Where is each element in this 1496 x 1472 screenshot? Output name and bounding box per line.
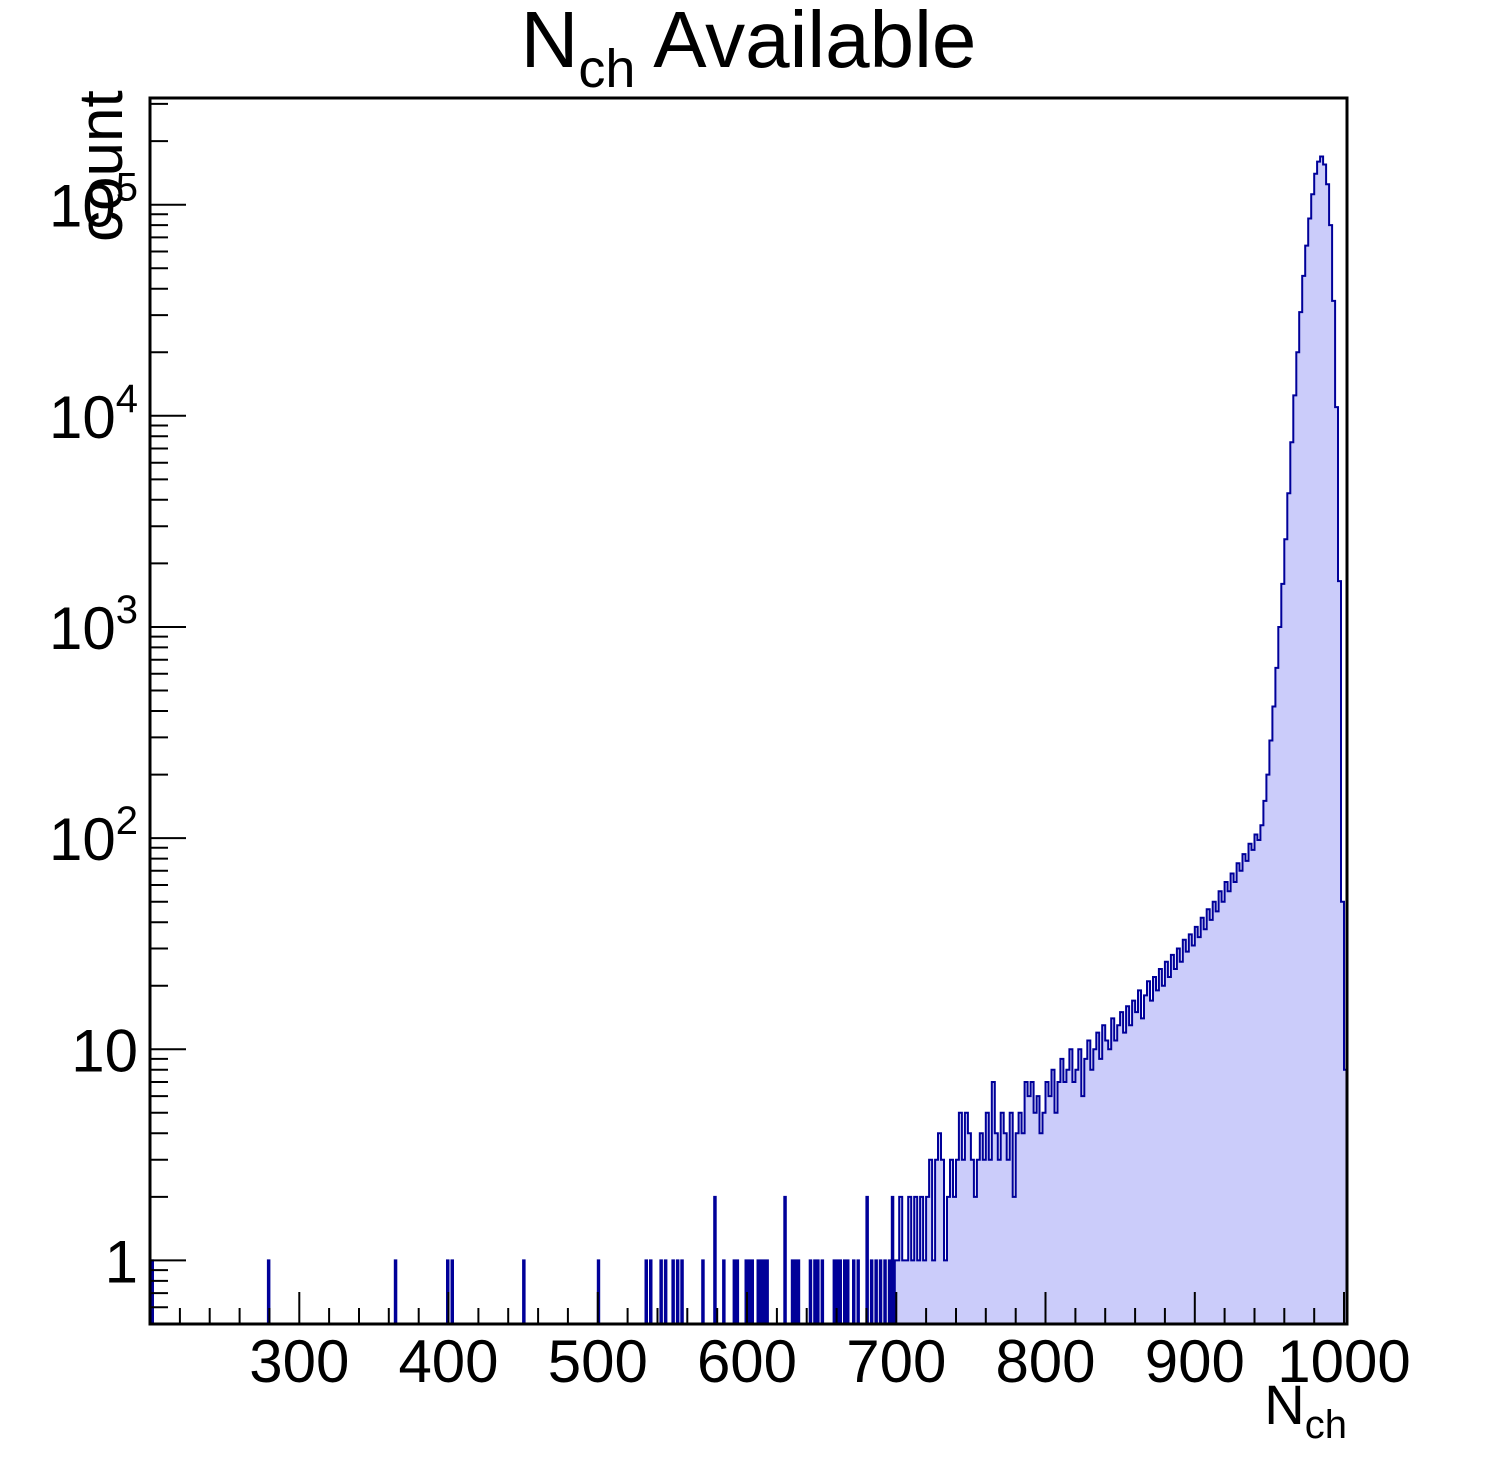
x-tick-label: 1000 xyxy=(1277,1328,1410,1395)
y-tick-label: 103 xyxy=(49,588,138,662)
x-tick-label: 400 xyxy=(398,1328,498,1395)
y-tick-label: 1 xyxy=(105,1228,138,1295)
x-axis-title-main: N xyxy=(1264,1373,1305,1436)
y-tick-label: 102 xyxy=(49,799,138,873)
chart-title: Nch Available xyxy=(150,0,1347,115)
x-axis-title: Nch xyxy=(1100,1372,1347,1448)
y-tick-label: 10 xyxy=(71,1017,138,1084)
x-tick-label: 900 xyxy=(1145,1328,1245,1395)
x-tick-label: 300 xyxy=(249,1328,349,1395)
histogram-series xyxy=(150,155,1348,1325)
x-tick-label: 500 xyxy=(548,1328,648,1395)
y-tick-label: 104 xyxy=(49,377,138,451)
x-tick-label: 600 xyxy=(697,1328,797,1395)
y-axis-title: count xyxy=(67,90,136,242)
x-axis-title-subscript: ch xyxy=(1304,1403,1347,1447)
x-tick-label: 800 xyxy=(995,1328,1095,1395)
title-rest: Available xyxy=(635,0,977,84)
x-tick-label: 700 xyxy=(846,1328,946,1395)
title-main: N xyxy=(520,0,579,84)
title-subscript: ch xyxy=(578,39,636,99)
